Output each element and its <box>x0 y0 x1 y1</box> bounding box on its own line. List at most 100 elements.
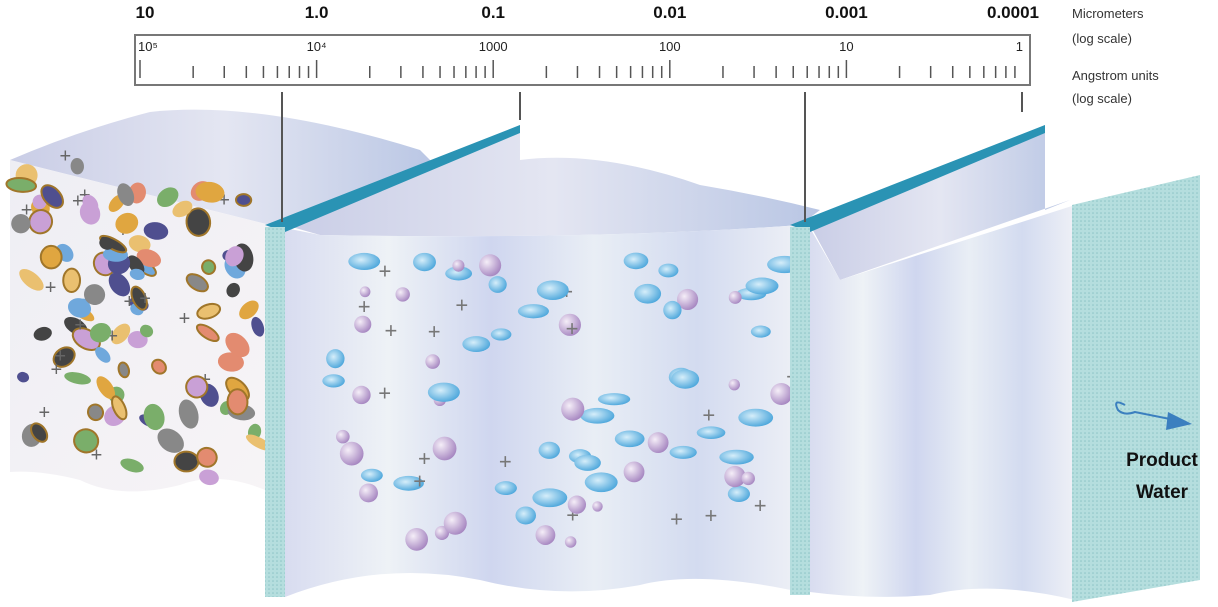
ion: + <box>670 507 683 532</box>
angstrom-label: 1000 <box>479 39 508 54</box>
particle <box>658 264 678 278</box>
plus: + <box>74 315 86 337</box>
plus: + <box>60 146 72 168</box>
page: +++++++++++++++++ ++++++++++++++++++ Mic… <box>0 0 1218 607</box>
scale-box <box>135 35 1030 85</box>
particle <box>495 481 517 495</box>
solute <box>729 379 740 390</box>
ion: + <box>704 503 717 528</box>
angstroms-label: Angstrom units <box>1072 68 1159 83</box>
ion: + <box>754 493 767 518</box>
particle <box>697 426 726 439</box>
particle <box>413 253 436 271</box>
particle <box>671 370 699 389</box>
ion: + <box>702 403 715 428</box>
solute <box>405 528 428 551</box>
particle <box>624 253 649 270</box>
solute <box>425 354 440 369</box>
product-label: Water <box>1136 482 1189 503</box>
particle <box>580 408 614 424</box>
solute <box>536 525 556 545</box>
angstroms-note: (log scale) <box>1072 91 1132 106</box>
solute <box>565 536 577 548</box>
solute <box>352 386 370 404</box>
particle <box>428 383 460 402</box>
particle <box>663 301 681 319</box>
angstrom-label: 10⁵ <box>138 39 158 54</box>
micrometer-label: 0.0001 <box>987 3 1039 22</box>
solute <box>360 286 371 297</box>
ion: + <box>413 469 426 494</box>
solute <box>770 383 792 405</box>
micrometer-label: 10 <box>136 3 155 22</box>
ion: + <box>455 292 468 317</box>
contaminant <box>40 245 62 269</box>
angstrom-label: 10 <box>839 39 853 54</box>
solute <box>568 496 586 514</box>
ion: + <box>566 316 579 341</box>
diagram: +++++++++++++++++ ++++++++++++++++++ Mic… <box>0 0 1218 607</box>
contaminant <box>227 389 248 415</box>
membrane2-side <box>790 227 810 595</box>
ion: + <box>379 258 392 283</box>
solute <box>396 287 410 301</box>
plus: + <box>179 308 191 330</box>
particle <box>537 280 569 300</box>
micrometers-label: Micrometers <box>1072 6 1144 21</box>
particle <box>326 349 344 368</box>
particle <box>518 304 549 318</box>
solute <box>444 512 467 535</box>
solute <box>742 472 755 485</box>
particle <box>574 455 601 471</box>
particle <box>615 431 645 448</box>
particle <box>719 450 753 465</box>
product-label: Product <box>1126 450 1198 471</box>
ion: + <box>358 294 371 319</box>
micrometer-label: 0.001 <box>825 3 868 22</box>
solute <box>359 483 378 502</box>
particle <box>539 442 560 459</box>
ion: + <box>418 446 431 471</box>
angstrom-label: 100 <box>659 39 681 54</box>
particle <box>462 336 490 352</box>
particle <box>361 469 383 482</box>
ion: + <box>385 318 398 343</box>
membrane1-side <box>265 227 285 597</box>
solute <box>648 432 669 453</box>
contaminant <box>63 269 80 293</box>
micrometer-label: 0.01 <box>653 3 686 22</box>
ion: + <box>428 319 441 344</box>
particle <box>598 393 630 405</box>
particle <box>751 326 771 338</box>
solute <box>561 398 584 421</box>
angstrom-label: 10⁴ <box>307 39 327 54</box>
particle <box>746 278 779 295</box>
particle <box>532 488 567 507</box>
particle <box>515 506 536 524</box>
plus: + <box>45 277 57 299</box>
angstrom-label: 1 <box>1016 39 1023 54</box>
micrometer-label: 1.0 <box>305 3 329 22</box>
particle <box>634 284 661 304</box>
particle <box>491 328 512 340</box>
particle <box>670 446 697 459</box>
solute <box>624 461 645 482</box>
contaminant <box>236 194 251 206</box>
ion: + <box>499 449 512 474</box>
particle <box>322 374 344 387</box>
particle <box>348 253 380 270</box>
solute <box>336 430 350 444</box>
product-face <box>1072 175 1200 602</box>
plus: + <box>139 288 151 310</box>
micrometers-note: (log scale) <box>1072 31 1132 46</box>
solute <box>452 260 464 272</box>
plus: + <box>39 402 51 424</box>
particle <box>585 472 618 492</box>
ion: + <box>378 381 391 406</box>
particle <box>728 486 750 502</box>
micrometer-label: 0.1 <box>481 3 505 22</box>
solute <box>340 442 364 466</box>
particle <box>738 409 773 427</box>
particle <box>489 276 507 293</box>
solute <box>592 501 602 511</box>
